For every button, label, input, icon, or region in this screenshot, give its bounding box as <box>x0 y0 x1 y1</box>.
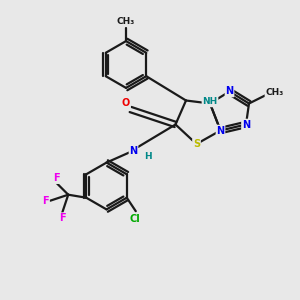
Text: CH₃: CH₃ <box>266 88 284 97</box>
Text: O: O <box>122 98 130 109</box>
Text: N: N <box>129 146 138 156</box>
Text: CH₃: CH₃ <box>117 17 135 26</box>
Text: NH: NH <box>202 98 217 106</box>
Text: Cl: Cl <box>130 214 140 224</box>
Text: F: F <box>59 213 65 223</box>
Text: N: N <box>242 119 250 130</box>
Text: S: S <box>193 139 200 149</box>
Text: F: F <box>42 196 49 206</box>
Text: N: N <box>225 86 234 97</box>
Text: F: F <box>53 173 59 183</box>
Text: N: N <box>216 125 225 136</box>
Text: H: H <box>144 152 152 161</box>
